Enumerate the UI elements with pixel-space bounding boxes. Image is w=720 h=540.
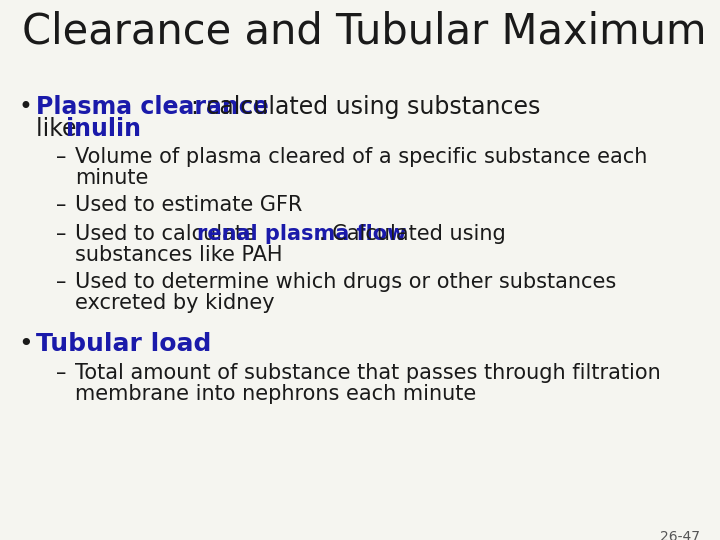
Text: Clearance and Tubular Maximum: Clearance and Tubular Maximum (22, 10, 706, 52)
Text: substances like PAH: substances like PAH (75, 245, 282, 265)
Text: –: – (56, 272, 66, 292)
Text: Total amount of substance that passes through filtration: Total amount of substance that passes th… (75, 363, 661, 383)
Text: Used to calculate: Used to calculate (75, 224, 263, 244)
Text: membrane into nephrons each minute: membrane into nephrons each minute (75, 384, 476, 404)
Text: –: – (56, 224, 66, 244)
Text: minute: minute (75, 168, 148, 188)
Text: Volume of plasma cleared of a specific substance each: Volume of plasma cleared of a specific s… (75, 147, 647, 167)
Text: inulin: inulin (66, 117, 141, 141)
Text: –: – (56, 195, 66, 215)
Text: . Calculated using: . Calculated using (319, 224, 505, 244)
Text: Plasma clearance: Plasma clearance (36, 95, 269, 119)
Text: 26-47: 26-47 (660, 530, 700, 540)
Text: –: – (56, 147, 66, 167)
Text: Tubular load: Tubular load (36, 332, 212, 356)
Text: : calculated using substances: : calculated using substances (191, 95, 541, 119)
Text: excreted by kidney: excreted by kidney (75, 293, 274, 313)
Text: like: like (36, 117, 84, 141)
Text: renal plasma flow: renal plasma flow (197, 224, 406, 244)
Text: Used to determine which drugs or other substances: Used to determine which drugs or other s… (75, 272, 616, 292)
Text: •: • (18, 95, 32, 119)
Text: •: • (18, 332, 32, 356)
Text: Used to estimate GFR: Used to estimate GFR (75, 195, 302, 215)
Text: –: – (56, 363, 66, 383)
